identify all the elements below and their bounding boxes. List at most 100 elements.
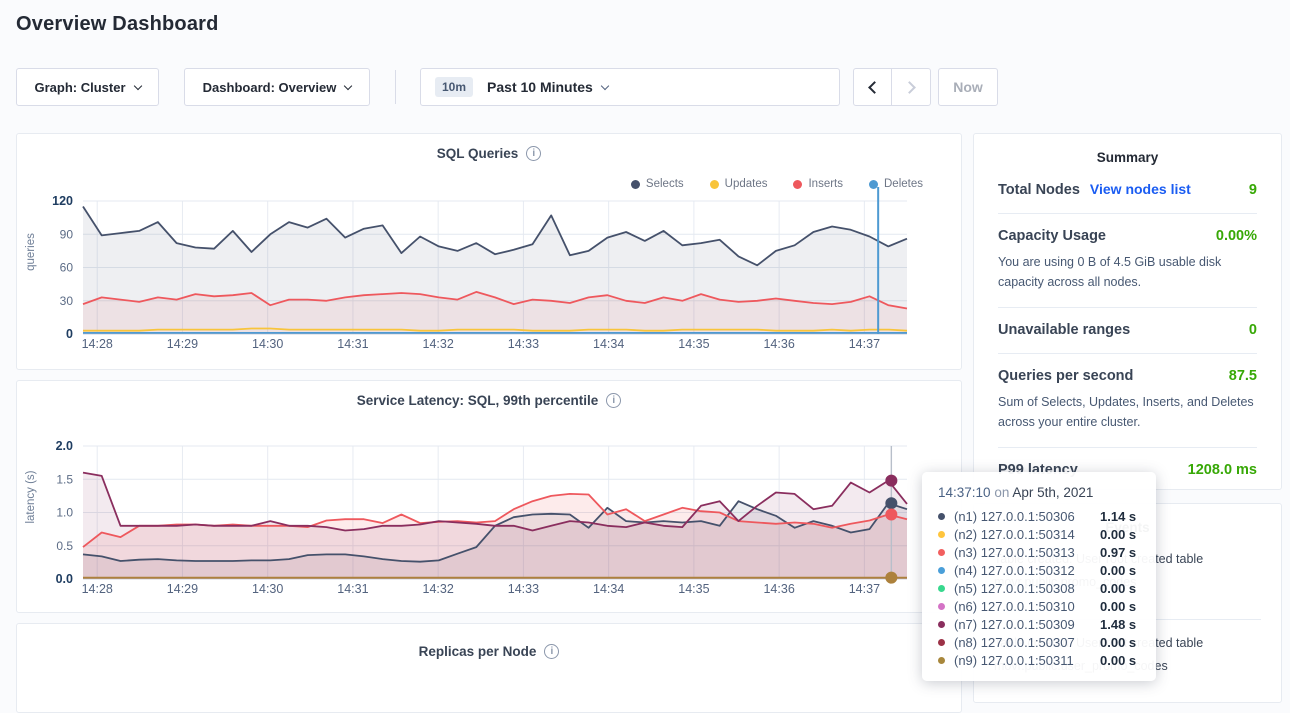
legend-dot <box>709 179 719 189</box>
y-tick-label: 1.0 <box>56 506 73 520</box>
info-icon[interactable]: i <box>544 644 560 659</box>
summary-row-head: Unavailable ranges 0 <box>998 322 1257 338</box>
tooltip-row: (n3) 127.0.0.1:50313 0.97 s <box>938 543 1140 561</box>
tooltip-row: (n6) 127.0.0.1:50310 0.00 s <box>938 597 1140 615</box>
tooltip-node-value: 1.48 s <box>1100 616 1137 632</box>
legend-label: Selects <box>645 178 684 190</box>
legend-item-selects[interactable]: Selects <box>630 178 684 190</box>
tooltip-node-label: (n9) 127.0.0.1:50311 <box>954 652 1074 668</box>
chart-title-text: SQL Queries <box>436 146 519 161</box>
service-latency-chart[interactable]: 14:28 14:29 14:30 14:31 14:32 14:33 14:34 14:35… <box>25 417 955 603</box>
time-nav-buttons <box>853 68 931 106</box>
hover-dot <box>885 508 898 521</box>
legend-label: Inserts <box>808 178 843 190</box>
y-tick-label: 0 <box>66 327 73 341</box>
service-latency-card: Service Latency: SQL, 99th percentile i … <box>16 380 962 613</box>
summary-row-value: 87.5 <box>1228 368 1257 384</box>
graph-dropdown-label: Graph: Cluster <box>34 79 126 95</box>
tooltip-time: 14:37:10 <box>938 485 991 500</box>
x-tick-label: 14:35 <box>678 582 709 596</box>
x-tick-label: 14:33 <box>508 337 539 351</box>
chevron-down-icon <box>344 81 353 90</box>
y-tick-label: 0.0 <box>56 572 73 586</box>
series-line <box>82 206 908 267</box>
tooltip-node-dot <box>938 566 945 574</box>
tooltip-node-value: 0.00 s <box>1100 634 1137 650</box>
series-line <box>82 291 908 310</box>
tooltip-node-dot <box>938 602 945 610</box>
y-tick-label: 0.5 <box>56 539 73 553</box>
time-range-label: Past 10 Minutes <box>487 79 593 95</box>
dashboard-dropdown-label: Dashboard: Overview <box>202 79 337 95</box>
tooltip-node-value: 1.14 s <box>1100 508 1137 524</box>
dashboard-dropdown[interactable]: Dashboard: Overview <box>184 68 370 106</box>
series-line <box>82 471 908 532</box>
summary-row-value: 9 <box>1248 182 1257 198</box>
legend-item-inserts[interactable]: Inserts <box>793 178 843 190</box>
tooltip-rows: (n1) 127.0.0.1:50306 1.14 s (n2) 127.0.0.1… <box>938 507 1140 669</box>
x-tick-label: 14:35 <box>678 337 709 351</box>
tooltip-row: (n8) 127.0.0.1:50307 0.00 s <box>938 633 1140 651</box>
y-tick-label: 2.0 <box>56 439 73 453</box>
x-tick-label: 14:30 <box>252 337 283 351</box>
summary-title: Summary <box>1096 150 1159 165</box>
chart-title: Replicas per Node i <box>17 644 961 659</box>
next-time-button[interactable] <box>892 69 930 105</box>
tooltip-node-value: 0.00 s <box>1100 562 1137 578</box>
legend-item-updates[interactable]: Updates <box>709 178 767 190</box>
tooltip-node-label: (n3) 127.0.0.1:50313 <box>954 544 1075 560</box>
summary-row: Capacity Usage 0.00% You are using 0 B of … <box>998 214 1257 308</box>
chart-title: SQL Queries i <box>17 146 961 161</box>
summary-row-label: Total Nodes <box>998 182 1080 198</box>
sql-queries-chart[interactable]: 14:28 14:29 14:30 14:31 14:32 14:33 14:34 14:35… <box>25 172 955 358</box>
time-range-badge: 10m <box>435 77 474 97</box>
prev-time-button[interactable] <box>854 69 893 105</box>
tooltip-node-label: (n8) 127.0.0.1:50307 <box>954 634 1075 650</box>
view-nodes-link[interactable]: View nodes list <box>1089 181 1191 197</box>
now-button[interactable]: Now <box>938 68 998 106</box>
tooltip-node-dot <box>938 530 945 538</box>
hover-dot <box>885 497 898 510</box>
summary-row-value: 0 <box>1248 322 1257 338</box>
chart-title-text: Replicas per Node <box>418 644 537 659</box>
x-tick-label: 14:28 <box>82 337 113 351</box>
summary-row-value: 1208.0 ms <box>1187 462 1257 478</box>
tooltip-node-dot <box>938 638 945 646</box>
tooltip-node-label: (n7) 127.0.0.1:50309 <box>954 616 1075 632</box>
x-tick-label: 14:34 <box>593 337 624 351</box>
x-tick-label: 14:33 <box>508 582 539 596</box>
info-icon[interactable]: i <box>606 393 622 408</box>
x-tick-label: 14:28 <box>82 582 113 596</box>
time-range-selector[interactable]: 10m Past 10 Minutes <box>420 68 840 106</box>
summary-card: Summary Total Nodes View nodes list 9 Capac… <box>973 133 1282 490</box>
x-tick-label: 14:31 <box>337 337 368 351</box>
summary-row: Queries per second 87.5 Sum of Selects, Up… <box>998 354 1257 448</box>
y-tick-label: 1.5 <box>56 472 73 486</box>
x-tick-label: 14:37 <box>849 582 880 596</box>
x-tick-label: 14:34 <box>593 582 624 596</box>
summary-row-value: 0.00% <box>1215 228 1257 244</box>
graph-dropdown[interactable]: Graph: Cluster <box>16 68 159 106</box>
tooltip-node-label: (n1) 127.0.0.1:50306 <box>954 508 1075 524</box>
summary-row-head: Capacity Usage 0.00% <box>998 228 1257 244</box>
info-icon[interactable]: i <box>526 146 542 161</box>
summary-row-description: You are using 0 B of 4.5 GiB usable disk… <box>998 255 1222 289</box>
series-line <box>83 327 908 332</box>
chevron-down-icon <box>600 81 610 90</box>
tooltip-node-dot <box>938 584 945 592</box>
tooltip-node-value: 0.97 s <box>1100 544 1137 560</box>
tooltip-node-dot <box>938 512 945 520</box>
summary-rows: Total Nodes View nodes list 9 Capacity Usag… <box>974 167 1281 493</box>
tooltip-node-value: 0.00 s <box>1100 580 1137 596</box>
x-tick-label: 14:32 <box>423 337 454 351</box>
tooltip-row: (n4) 127.0.0.1:50312 0.00 s <box>938 561 1140 579</box>
tooltip-node-dot <box>938 656 945 664</box>
summary-row-label: Queries per second <box>998 368 1134 384</box>
tooltip-node-label: (n2) 127.0.0.1:50314 <box>954 526 1075 542</box>
tooltip-row: (n2) 127.0.0.1:50314 0.00 s <box>938 525 1140 543</box>
x-tick-label: 14:29 <box>167 337 198 351</box>
tooltip-node-dot <box>938 620 945 628</box>
summary-row-head: Total Nodes View nodes list 9 <box>998 181 1257 198</box>
y-tick-label: 60 <box>60 261 74 275</box>
legend-item-deletes[interactable]: Deletes <box>869 178 923 190</box>
